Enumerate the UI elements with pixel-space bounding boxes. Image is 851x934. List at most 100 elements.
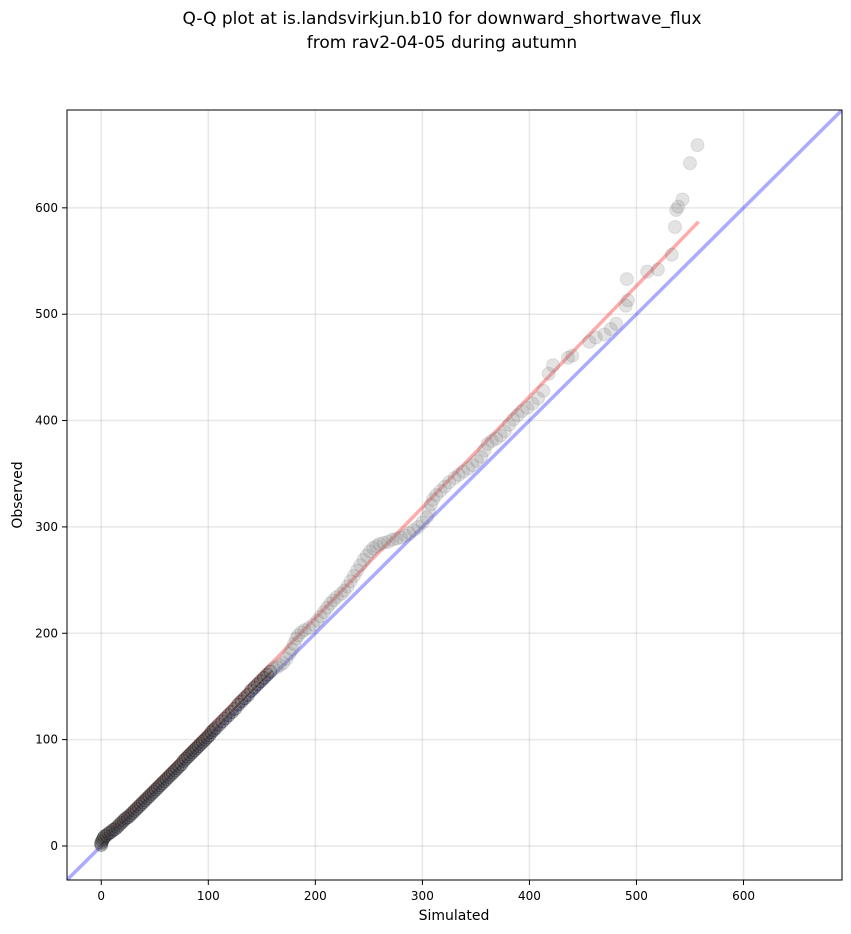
qq-point [168,763,183,778]
qq-point [99,828,114,843]
qq-point [502,417,517,432]
qq-point [95,833,110,848]
qq-point [94,835,109,850]
y-axis-label: Observed [10,461,26,528]
qq-point [212,717,227,732]
qq-point [493,428,508,443]
qq-point [506,412,521,427]
qq-point [101,826,116,841]
qq-point [110,819,125,834]
qq-point [150,780,165,795]
plot-frame [66,109,843,881]
qq-point [421,503,436,518]
qq-point [253,674,268,689]
qq-point [609,316,624,331]
qq-point [200,730,215,745]
qq-point [603,322,618,337]
qq-point [153,778,168,793]
qq-point [142,788,157,803]
qq-point [183,747,198,762]
qq-point [118,811,133,826]
qq-point [282,646,297,661]
qq-point [306,617,321,632]
qq-point [206,723,221,738]
qq-point [138,793,153,808]
qq-point [286,636,301,651]
qq-point [334,586,349,601]
grid [67,110,842,880]
qq-point [129,801,144,816]
qq-point [389,531,404,546]
qq-point [228,701,243,716]
x-tick-label: 600 [732,889,755,903]
qq-point [520,400,535,415]
qq-point [668,219,683,234]
qq-point [237,691,252,706]
x-tick-label: 200 [304,889,327,903]
data-layer [67,110,842,880]
qq-point [161,769,176,784]
qq-point [437,479,452,494]
qq-point [497,424,512,439]
qq-point [477,443,492,458]
qq-point [96,831,111,846]
qq-point [131,799,146,814]
qq-point [620,293,635,308]
qq-point [185,745,200,760]
qq-point [174,757,189,772]
qq-point [256,670,271,685]
qq-point [536,383,551,398]
qq-point [442,475,457,490]
qq-point [260,667,275,682]
chart-title-line-1: Q-Q plot at is.landsvirkjun.b10 for down… [182,9,701,29]
qq-point [204,725,219,740]
y-tick-label: 0 [50,839,58,853]
qq-point [202,728,217,743]
qq-point [221,708,236,723]
qq-point [224,704,239,719]
x-tick-label: 500 [625,889,648,903]
x-tick-label: 0 [97,889,105,903]
qq-point [247,680,262,695]
chart-title-line-2: from rav2-04-05 during autumn [307,33,577,53]
qq-point [284,642,299,657]
qq-point [385,532,400,547]
y-tick-label: 600 [35,201,58,215]
qq-point [329,590,344,605]
qq-point [121,810,136,825]
qq-point [146,784,161,799]
qq-point [337,583,352,598]
qq-point [176,753,191,768]
qq-point [429,488,444,502]
y-tick-label: 200 [35,626,58,640]
qq-point [447,470,462,485]
qq-point [313,609,328,624]
qq-point [103,825,118,840]
x-tick-label: 400 [518,889,541,903]
qq-point [510,408,525,423]
qq-point [340,579,355,594]
qq-point [276,656,291,671]
qq-point [545,358,560,373]
qq-point [597,327,612,342]
qq-point [112,817,127,832]
qq-point [234,694,249,709]
qq-point [461,461,476,476]
qq-point [279,651,294,666]
y-tick-label: 100 [35,733,58,747]
center-curve [100,669,274,846]
qq-point [187,743,202,758]
qq-point [198,732,213,747]
qq-point [671,199,686,214]
qq-point [97,829,112,844]
qq-point [193,736,208,751]
qq-point [218,711,233,726]
qq-point [170,761,185,776]
qq-point [618,298,633,313]
qq-point [398,528,413,543]
fit-line [99,220,700,841]
qq-point [356,552,371,567]
qq-point [297,623,312,638]
qq-point [682,156,697,171]
